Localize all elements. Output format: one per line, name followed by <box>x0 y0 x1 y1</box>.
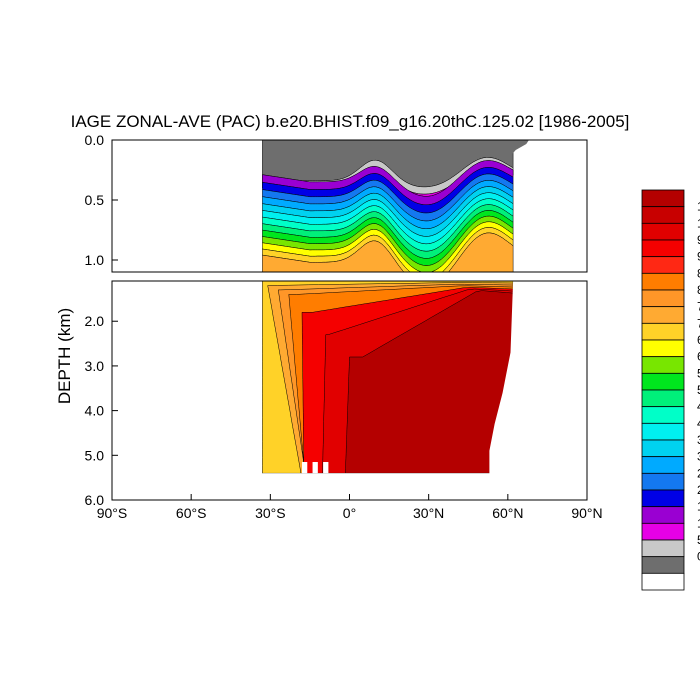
colorbar-label: 3 <box>697 433 700 447</box>
colorbar-swatch <box>641 572 685 591</box>
colorbar-label: 7 <box>697 316 700 330</box>
seafloor-gap <box>302 462 308 474</box>
colorbar-label: 2 <box>697 483 700 497</box>
colorbar-label: 5 <box>697 533 700 547</box>
colorbar-label: 4 <box>697 416 700 430</box>
y-tick-label: 1.0 <box>85 252 105 268</box>
colorbar-label: 1 <box>697 200 700 214</box>
colorbar-swatch <box>641 456 685 474</box>
x-tick-label: 60°S <box>176 505 207 521</box>
y-tick-label: 6.0 <box>85 492 105 508</box>
y-tick-label: 3.0 <box>85 358 105 374</box>
y-tick-label: 0.0 <box>85 132 105 148</box>
colorbar-label: 9 <box>697 250 700 264</box>
seafloor-gap <box>312 462 318 474</box>
y-tick-label: 5.0 <box>85 447 105 463</box>
colorbar-swatch <box>641 539 685 558</box>
colorbar-label: 0 <box>697 550 700 564</box>
colorbar-swatch <box>641 422 685 441</box>
x-tick-label: 30°N <box>413 505 444 521</box>
colorbar-swatch <box>641 489 685 508</box>
colorbar-label: 1 <box>697 516 700 530</box>
x-tick-label: 60°N <box>492 505 523 521</box>
colorbar-label: 5 <box>697 366 700 380</box>
colorbar-swatch <box>641 356 685 374</box>
colorbar-label: 6 <box>697 333 700 347</box>
colorbar-swatch <box>641 506 685 524</box>
colorbar-label: 2 <box>697 466 700 480</box>
colorbar-swatch <box>641 372 685 391</box>
colorbar-swatch <box>641 322 685 341</box>
colorbar-label: 5 <box>697 383 700 397</box>
colorbar-label: 1 <box>697 500 700 514</box>
colorbar-swatch <box>641 556 685 574</box>
colorbar-swatch <box>641 439 685 458</box>
colorbar-swatch <box>641 206 685 224</box>
colorbar-swatch <box>641 289 685 308</box>
seafloor-mask <box>489 281 535 483</box>
colorbar-label: 9 <box>697 233 700 247</box>
x-tick-label: 30°S <box>255 505 286 521</box>
colorbar-swatch <box>641 222 685 241</box>
y-tick-label: 2.0 <box>85 313 105 329</box>
x-tick-label: 90°S <box>97 505 128 521</box>
colorbar-label: 8 <box>697 283 700 297</box>
lower-depth-panel <box>262 281 535 500</box>
colorbar-legend: 1 1 9 9 8 8 7 7 6 6 5 5 4 4 3 3 2 2 1 1 5 0 <box>641 189 700 591</box>
y-tick-label: 0.5 <box>85 192 105 208</box>
colorbar-label: 1 <box>697 216 700 230</box>
colorbar-swatch <box>641 239 685 258</box>
contour-band-upper <box>262 232 514 272</box>
colorbar-label: 6 <box>697 350 700 364</box>
y-axis-label: DEPTH (km) <box>55 308 74 404</box>
axes: 90°S 60°S 30°S 0° 30°N 60°N 90°N 0.0 0.5 1.0 2.0 3.… <box>85 132 603 521</box>
colorbar-swatch <box>641 272 685 291</box>
colorbar-swatch <box>641 306 685 324</box>
colorbar-label: 7 <box>697 300 700 314</box>
upper-depth-panel <box>262 140 529 272</box>
upper-frame <box>111 139 588 273</box>
colorbar-swatch <box>641 189 685 208</box>
seafloor-gap <box>323 462 329 474</box>
colorbar-swatch <box>641 406 685 424</box>
land-cap <box>507 140 529 160</box>
colorbar-swatch <box>641 522 685 541</box>
y-tick-label: 4.0 <box>85 403 105 419</box>
colorbar-swatch <box>641 339 685 358</box>
colorbar-swatch <box>641 389 685 408</box>
below-data-mask <box>262 473 514 500</box>
x-tick-label: 0° <box>343 505 356 521</box>
chart-title: IAGE ZONAL-AVE (PAC) b.e20.BHIST.f09_g16… <box>71 112 630 131</box>
colorbar-label: 3 <box>697 450 700 464</box>
colorbar-swatch <box>641 256 685 274</box>
colorbar-label: 8 <box>697 266 700 280</box>
x-tick-label: 90°N <box>571 505 602 521</box>
colorbar-swatch <box>641 472 685 491</box>
colorbar-label: 4 <box>697 400 700 414</box>
